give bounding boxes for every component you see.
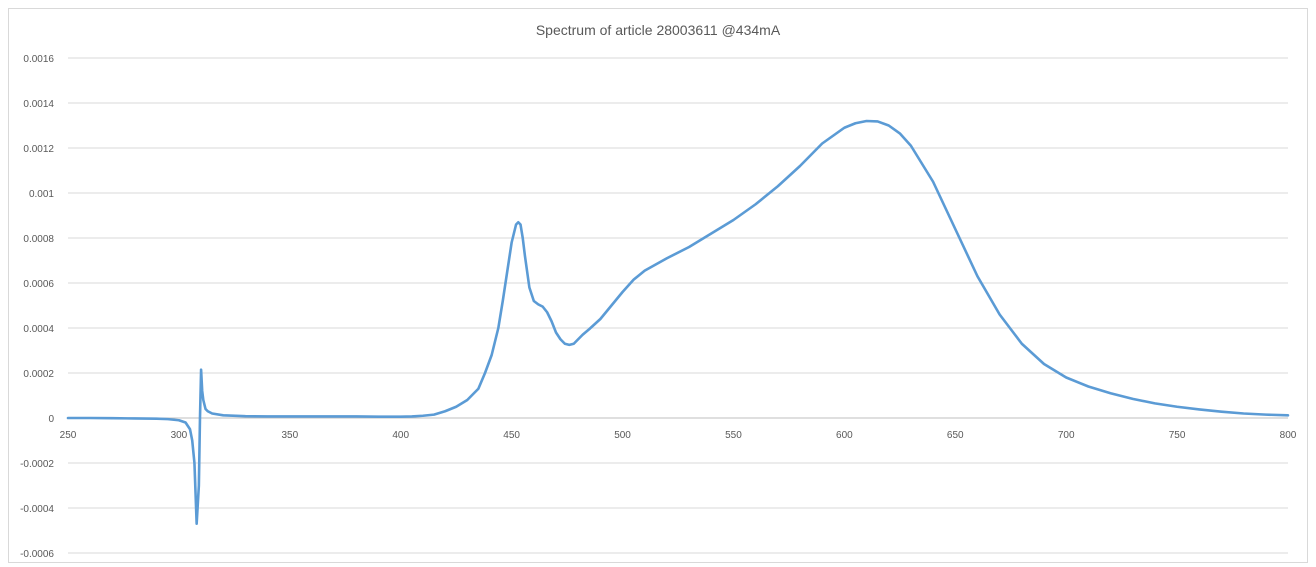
y-tick-label: -0.0006 (20, 549, 54, 560)
y-tick-label: 0 (48, 414, 54, 425)
y-tick-label: 0.0006 (23, 279, 54, 290)
grid-lines (68, 57, 1288, 554)
x-tick-label: 750 (1169, 430, 1186, 441)
x-tick-label: 450 (503, 430, 520, 441)
x-tick-label: 700 (1058, 430, 1075, 441)
y-tick-label: 0.001 (29, 189, 54, 200)
x-tick-label: 650 (947, 430, 964, 441)
series-group (66, 119, 1290, 526)
x-axis-labels: 250 300 350 400 450 500 550 600 650 700 750 800 (60, 430, 1297, 441)
x-tick-label: 500 (614, 430, 631, 441)
chart-title: Spectrum of article 28003611 @434mA (536, 22, 781, 38)
y-tick-label: -0.0004 (20, 504, 54, 515)
x-tick-label: 300 (171, 430, 188, 441)
y-tick-label: -0.0002 (20, 459, 54, 470)
y-tick-label: 0.0014 (23, 99, 54, 110)
x-tick-label: 600 (836, 430, 853, 441)
y-tick-label: 0.0004 (23, 324, 54, 335)
x-tick-label: 250 (60, 430, 77, 441)
y-tick-label: 0.0016 (23, 54, 54, 65)
x-tick-label: 350 (281, 430, 298, 441)
chart-frame (8, 8, 1308, 563)
y-tick-label: 0.0002 (23, 369, 54, 380)
x-tick-label: 550 (725, 430, 742, 441)
y-axis-labels: 0.0016 0.0014 0.0012 0.001 0.0008 0.0006 0.000… (20, 54, 54, 560)
y-tick-label: 0.0008 (23, 234, 54, 245)
y-tick-label: 0.0012 (23, 144, 54, 155)
x-tick-label: 400 (392, 430, 409, 441)
x-tick-label: 800 (1280, 430, 1297, 441)
series-line (66, 119, 1290, 526)
